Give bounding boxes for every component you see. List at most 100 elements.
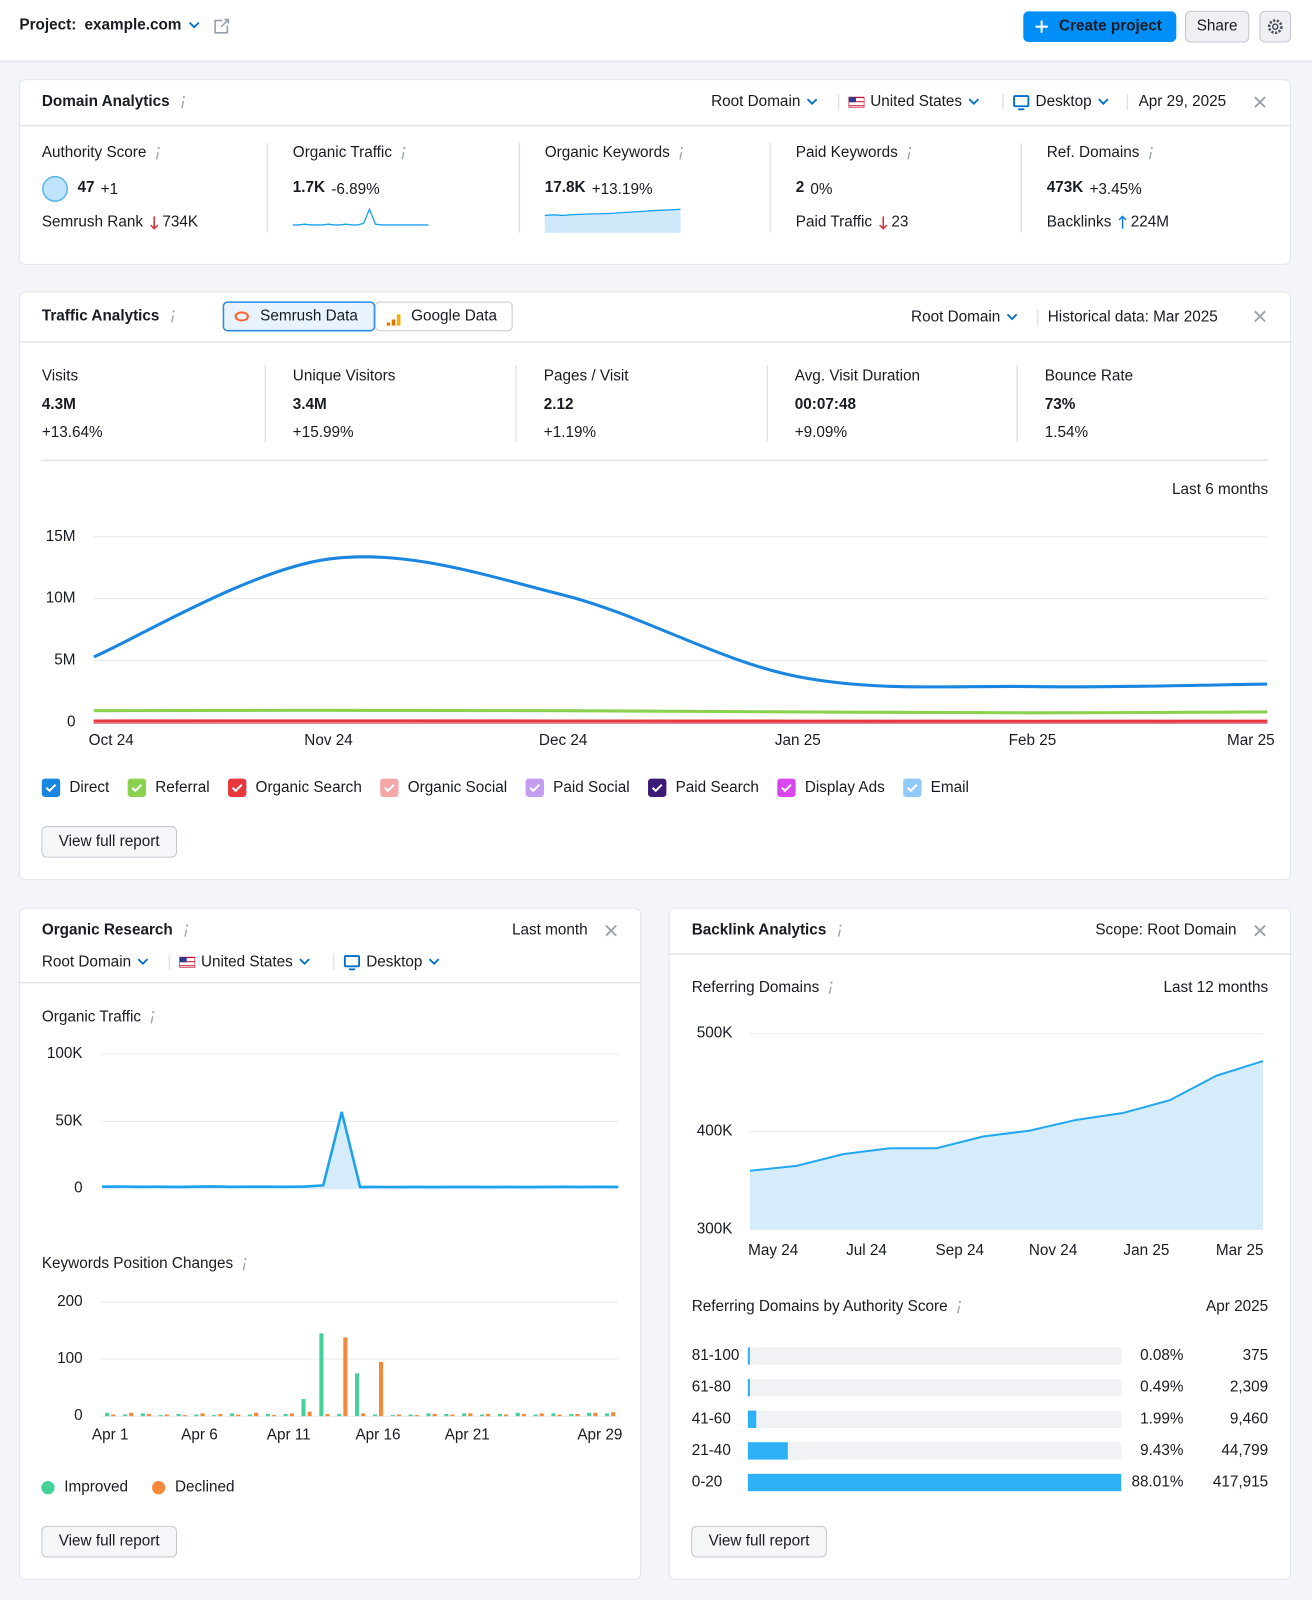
x-tick-label: Jul 24 — [846, 1242, 887, 1259]
metric-value: 73% — [1045, 396, 1076, 413]
legend-label[interactable]: Organic Social — [408, 779, 507, 796]
count-link[interactable]: 9,460 — [1230, 1410, 1268, 1427]
x-tick-label: Feb 25 — [1009, 732, 1057, 749]
y-tick-label: 0 — [74, 1407, 83, 1424]
flag — [179, 959, 195, 961]
filter-dropdown[interactable]: Desktop — [1036, 93, 1092, 110]
share-label[interactable]: Share — [1197, 18, 1238, 35]
x-tick-label: Apr 1 — [92, 1427, 129, 1444]
button[interactable] — [41, 1525, 178, 1558]
create-project-label[interactable]: Create project — [1059, 18, 1162, 35]
historical-label: Historical data: Mar 2025 — [1048, 308, 1218, 325]
info-icon — [957, 1305, 961, 1314]
legend-checkbox[interactable] — [525, 778, 544, 797]
count-link[interactable]: 2,309 — [1230, 1379, 1268, 1396]
create-project-button[interactable] — [1023, 11, 1177, 42]
sub-value[interactable]: 224M — [1131, 214, 1169, 231]
legend-label[interactable]: Organic Search — [256, 779, 362, 796]
metric-change: 0% — [810, 181, 833, 198]
info-icon — [1148, 152, 1152, 160]
bar — [247, 1414, 252, 1417]
bar — [218, 1413, 223, 1417]
checkmark — [45, 783, 57, 793]
bar — [747, 1442, 788, 1460]
legend-label[interactable]: Email — [931, 779, 969, 796]
bar — [337, 1413, 342, 1417]
flag — [848, 105, 865, 107]
bar — [289, 1413, 294, 1417]
x-tick-label: Dec 24 — [539, 732, 588, 749]
legend-checkbox[interactable] — [228, 778, 247, 797]
x-tick-label: Apr 21 — [445, 1427, 490, 1444]
filter-dropdown[interactable]: Root Domain — [911, 308, 1000, 325]
info-icon — [184, 929, 188, 937]
close-button[interactable] — [1254, 310, 1266, 323]
button-label[interactable]: View full report — [709, 1533, 811, 1550]
metric-value[interactable]: 17.8K — [545, 179, 586, 196]
bar — [158, 1415, 163, 1417]
sub-value[interactable]: 734K — [162, 214, 199, 231]
legend-label[interactable]: Direct — [69, 779, 110, 796]
flag — [848, 103, 865, 105]
external-link-icon[interactable] — [214, 18, 230, 34]
x-tick-label: Apr 11 — [267, 1427, 311, 1444]
close-button[interactable] — [1254, 924, 1266, 937]
sparkline — [544, 208, 681, 217]
y-tick-label: 0 — [74, 1180, 83, 1197]
checkmark — [231, 783, 243, 793]
tab-label[interactable]: Semrush Data — [260, 307, 358, 324]
tab[interactable] — [374, 301, 513, 332]
metric-value[interactable]: 47 — [78, 179, 95, 196]
button-label[interactable]: View full report — [59, 833, 161, 850]
x-tick-label: Apr 29 — [577, 1427, 622, 1444]
metric-value[interactable]: 1.7K — [293, 179, 325, 196]
share-button[interactable] — [1184, 10, 1250, 43]
x-tick-label: Mar 25 — [1216, 1242, 1264, 1259]
y-tick-label: 5M — [54, 652, 75, 669]
count-link[interactable]: 375 — [1243, 1347, 1269, 1364]
chart-title: Organic Traffic — [42, 1008, 142, 1025]
bar — [468, 1413, 473, 1417]
percent-label: 88.01% — [1132, 1474, 1184, 1491]
tab-active[interactable] — [222, 301, 376, 332]
legend-checkbox[interactable] — [648, 778, 667, 797]
button-label[interactable]: View full report — [59, 1533, 161, 1550]
bar — [551, 1413, 556, 1417]
tab-label[interactable]: Google Data — [411, 307, 497, 324]
sparkline-area — [544, 209, 681, 233]
filter-dropdown[interactable]: Root Domain — [42, 953, 131, 970]
legend-checkbox[interactable] — [777, 778, 796, 797]
bar — [593, 1412, 598, 1417]
percent-label: 0.49% — [1140, 1379, 1184, 1396]
legend-checkbox[interactable] — [903, 778, 922, 797]
legend-label[interactable]: Paid Social — [553, 779, 630, 796]
legend-label[interactable]: Referral — [155, 779, 209, 796]
filter-dropdown[interactable]: United States — [201, 953, 293, 970]
close-button[interactable] — [1254, 96, 1266, 108]
metric-value[interactable]: 2 — [796, 179, 805, 196]
button[interactable] — [41, 826, 178, 858]
legend-label: Improved — [64, 1479, 128, 1496]
sub-value[interactable]: 23 — [891, 214, 908, 231]
count-link[interactable]: 417,915 — [1213, 1474, 1268, 1491]
legend-checkbox[interactable] — [41, 778, 61, 797]
period-label: Last 12 months — [1164, 979, 1269, 996]
bar — [587, 1412, 592, 1417]
series-line — [93, 555, 1268, 689]
button[interactable] — [691, 1525, 827, 1558]
legend-label[interactable]: Paid Search — [676, 779, 759, 796]
legend-checkbox[interactable] — [380, 778, 399, 797]
bar — [747, 1473, 1122, 1492]
count-link[interactable]: 44,799 — [1221, 1442, 1268, 1459]
bar — [432, 1413, 437, 1417]
project-name[interactable]: example.com — [84, 17, 181, 34]
filter-dropdown[interactable]: Root Domain — [711, 93, 800, 110]
row-label: 0-20 — [692, 1474, 723, 1491]
legend-label[interactable]: Display Ads — [805, 779, 885, 796]
filter-dropdown[interactable]: United States — [870, 93, 962, 110]
legend-checkbox[interactable] — [127, 778, 147, 797]
close-button[interactable] — [605, 924, 617, 937]
metric-value[interactable]: 473K — [1047, 179, 1084, 196]
settings-button[interactable] — [1259, 10, 1292, 43]
filter-dropdown[interactable]: Desktop — [366, 953, 422, 970]
